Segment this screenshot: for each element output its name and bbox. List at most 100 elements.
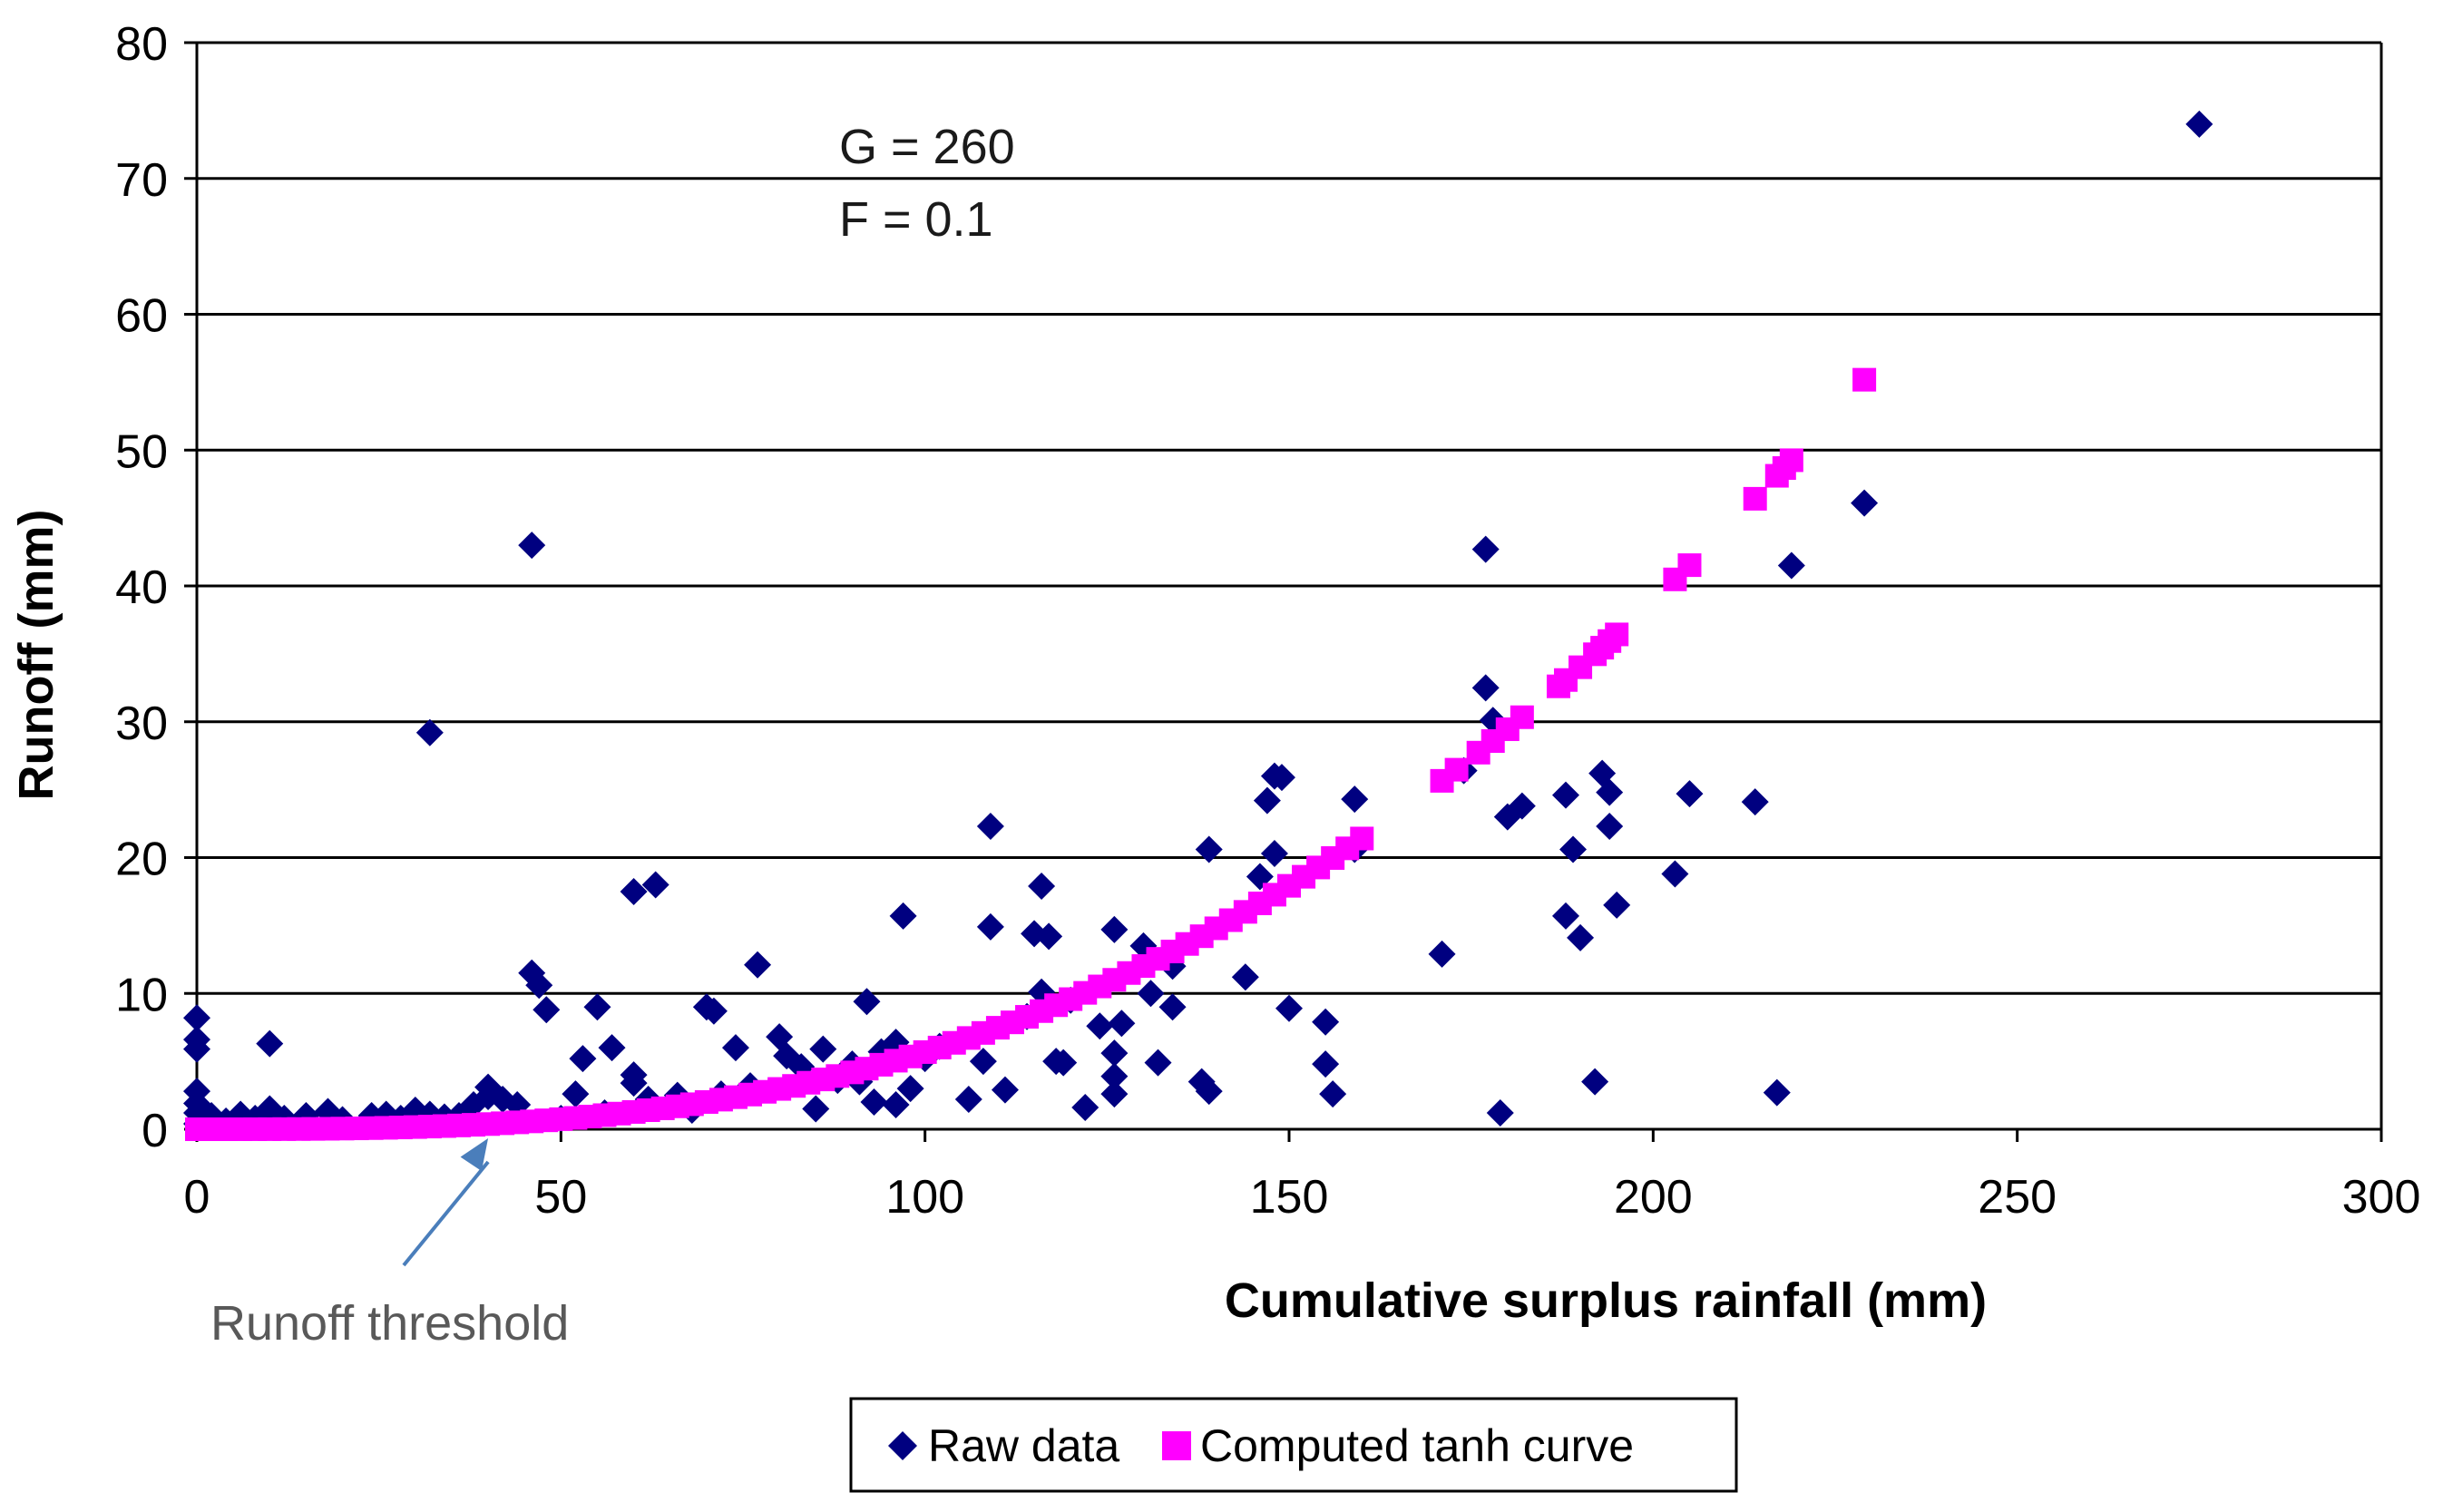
x-tick-label-0: 0 (184, 1171, 210, 1224)
threshold-label: Runoff threshold (210, 1296, 569, 1351)
legend-tanh-marker (1162, 1431, 1191, 1460)
raw-data-point (1851, 489, 1879, 517)
raw-data-point (1253, 786, 1281, 815)
tanh-curve-point (1743, 486, 1767, 511)
raw-data-point (889, 902, 917, 930)
x-axis-label: Cumulative surplus rainfall (mm) (1225, 1273, 1987, 1328)
tanh-curve-point (1852, 367, 1877, 392)
raw-data-point (1661, 860, 1689, 888)
tick-labels: 0 10 20 30 40 50 60 70 80 0 50 100 150 200 250 300 (115, 18, 2420, 1224)
raw-data-point (641, 871, 669, 899)
raw-data-point (1050, 1049, 1078, 1077)
y-tick-label-30: 30 (115, 697, 168, 750)
raw-data-point (1137, 980, 1165, 1008)
raw-data-point (1341, 785, 1369, 814)
raw-data-point (744, 951, 772, 979)
raw-data-point (1486, 1099, 1514, 1127)
raw-data-point (1319, 1080, 1347, 1108)
raw-data-point (1581, 1068, 1609, 1096)
legend-box (849, 1397, 1738, 1493)
raw-data-point (1231, 963, 1259, 991)
raw-data-point (1763, 1078, 1791, 1107)
raw-data-point (1552, 781, 1580, 809)
raw-data-point (976, 813, 1004, 841)
raw-data-point (1071, 1094, 1099, 1122)
raw-data-point (1567, 923, 1595, 951)
raw-data-point (415, 718, 444, 746)
raw-data-point (1471, 535, 1500, 563)
x-tick-label-300: 300 (2342, 1171, 2421, 1224)
raw-data-point (1086, 1012, 1114, 1040)
raw-data-point (1144, 1049, 1172, 1077)
tanh-curve-point (1677, 553, 1702, 578)
raw-data-point (518, 532, 546, 560)
raw-data-point (1100, 1062, 1129, 1090)
x-tick-label-200: 200 (1614, 1171, 1693, 1224)
raw-data-point (1035, 922, 1063, 951)
y-tick-label-80: 80 (115, 18, 168, 71)
y-tick-label-20: 20 (115, 834, 168, 886)
x-tick-label-100: 100 (885, 1171, 964, 1224)
threshold-arrow (402, 1138, 490, 1267)
raw-data-point (1428, 940, 1456, 968)
legend-raw-marker (888, 1431, 917, 1460)
tanh-curve-point (1510, 705, 1534, 729)
raw-data-point (1100, 1039, 1129, 1068)
raw-data-point (1100, 1080, 1129, 1108)
raw-data-point (1312, 1050, 1340, 1078)
y-tick-label-70: 70 (115, 154, 168, 207)
raw-data-point (802, 1095, 830, 1123)
raw-data-point (1777, 551, 1805, 580)
param-f-annotation: F = 0.1 (839, 192, 993, 247)
raw-data-point (1552, 902, 1580, 930)
raw-data-point (954, 1086, 982, 1114)
y-tick-label-0: 0 (142, 1105, 168, 1157)
legend-raw-label: Raw data (928, 1420, 1119, 1471)
x-tick-label-50: 50 (534, 1171, 587, 1224)
y-axis-label: Runoff (mm) (9, 510, 64, 801)
legend-tanh-label: Computed tanh curve (1200, 1420, 1634, 1471)
raw-data-point (1559, 835, 1588, 863)
legend: Raw data Computed tanh curve (849, 1397, 1738, 1493)
raw-data-point (183, 1004, 210, 1032)
raw-data-point (1195, 835, 1223, 863)
raw-data-series (183, 110, 2213, 1138)
tanh-curve-series (185, 367, 1877, 1141)
raw-data-point (1312, 1008, 1340, 1036)
raw-data-point (1275, 994, 1303, 1022)
raw-data-point (809, 1035, 837, 1063)
raw-data-point (699, 997, 728, 1025)
raw-data-point (256, 1029, 284, 1058)
raw-data-point (2185, 110, 2213, 138)
raw-data-point (853, 988, 881, 1016)
raw-data-point (583, 993, 611, 1021)
raw-data-point (1100, 915, 1129, 943)
raw-data-point (1603, 891, 1631, 919)
raw-data-point (1267, 764, 1295, 792)
tanh-curve-point (1779, 448, 1803, 473)
raw-data-point (1108, 1010, 1136, 1038)
raw-data-point (1158, 993, 1187, 1021)
y-tick-label-40: 40 (115, 561, 168, 614)
raw-data-point (525, 971, 553, 1000)
raw-data-point (1471, 674, 1500, 702)
raw-data-point (860, 1088, 888, 1117)
tanh-curve-point (1605, 622, 1629, 647)
raw-data-point (976, 912, 1004, 941)
y-tick-label-10: 10 (115, 969, 168, 1021)
raw-data-point (569, 1045, 597, 1073)
tanh-curve-point (1350, 826, 1374, 851)
raw-data-point (1028, 872, 1056, 900)
raw-data-point (1596, 813, 1624, 841)
raw-data-point (1676, 780, 1704, 808)
param-g-annotation: G = 260 (839, 120, 1015, 174)
raw-data-point (721, 1034, 749, 1062)
raw-data-point (1260, 840, 1288, 868)
raw-data-point (896, 1075, 924, 1103)
raw-data-point (183, 1035, 210, 1063)
raw-data-point (991, 1076, 1019, 1104)
raw-data-point (882, 1091, 910, 1119)
x-tick-label-250: 250 (1978, 1171, 2057, 1224)
raw-data-point (620, 877, 648, 905)
